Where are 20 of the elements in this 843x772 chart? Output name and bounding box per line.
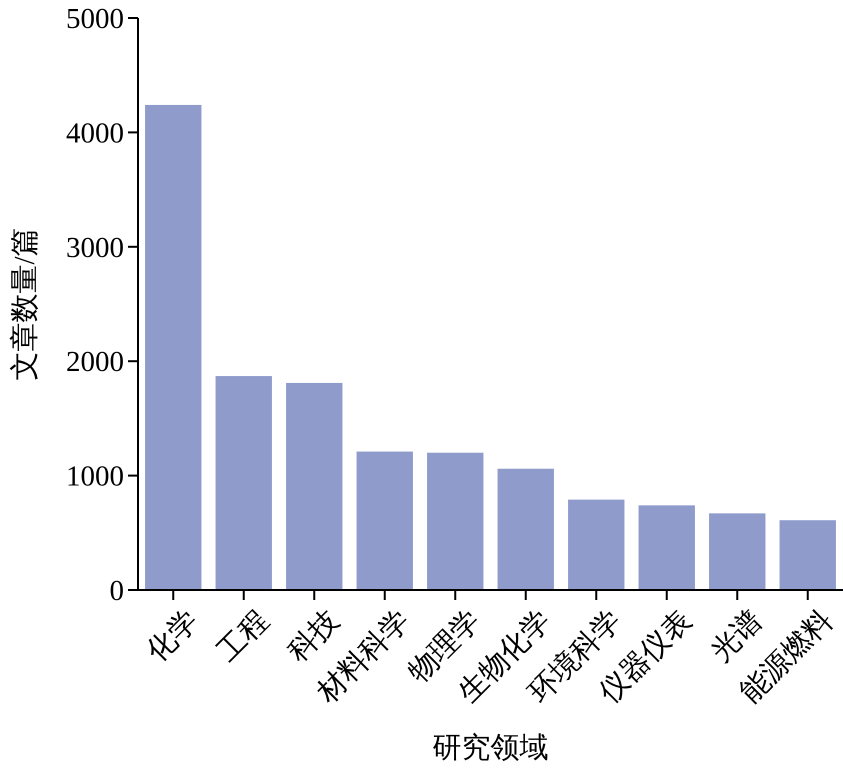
bar (145, 104, 202, 590)
bar (638, 505, 695, 590)
bar (709, 513, 766, 590)
bar (427, 452, 484, 590)
bar (216, 376, 272, 590)
y-tick-label: 2000 (66, 346, 124, 378)
x-tick-label: 工程 (211, 604, 275, 668)
bar (568, 500, 624, 590)
y-tick-label: 4000 (66, 117, 124, 150)
x-tick-label: 化学 (140, 604, 204, 668)
y-tick-label: 3000 (66, 232, 124, 264)
bar (498, 468, 554, 590)
y-tick-label: 5000 (66, 3, 124, 35)
bar (356, 452, 413, 590)
bar (780, 520, 836, 590)
y-tick-label: 1000 (66, 460, 124, 493)
y-tick-label: 0 (110, 575, 124, 607)
bar (286, 382, 342, 590)
y-axis-title: 文章数量/篇 (9, 227, 41, 381)
x-axis-title: 研究领域 (432, 732, 548, 764)
